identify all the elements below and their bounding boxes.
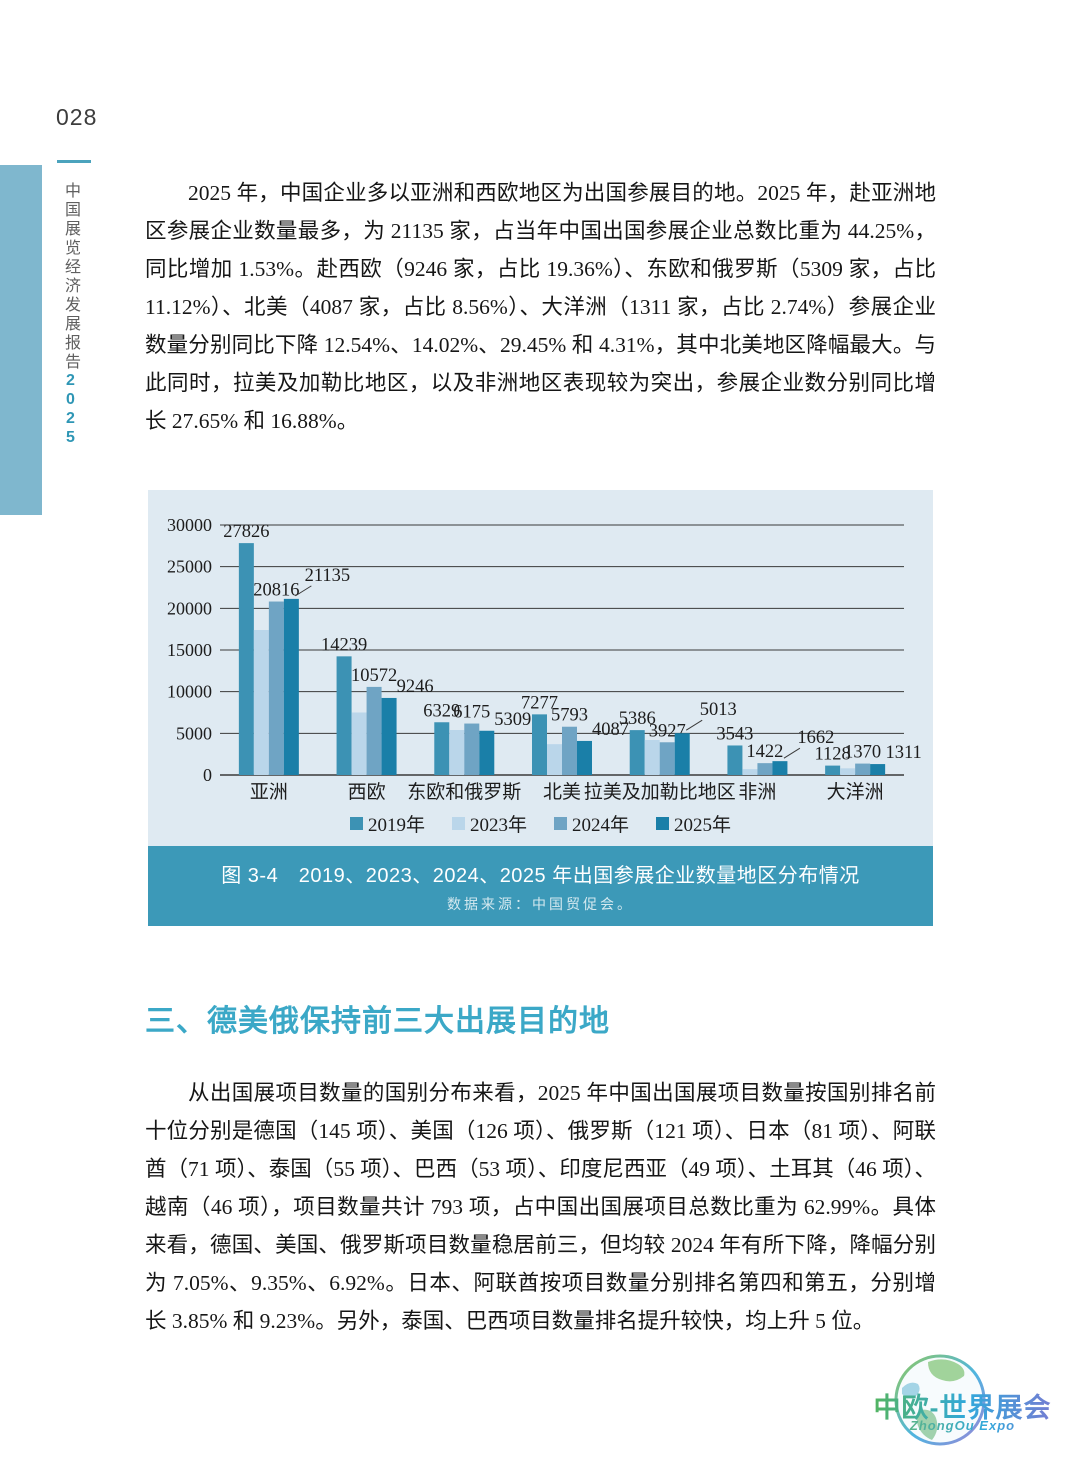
- figure-caption: 图 3-4 2019、2023、2024、2025 年出国参展企业数量地区分布情…: [221, 864, 860, 887]
- bar: [840, 768, 856, 775]
- bar: [351, 712, 367, 775]
- report-paragraph-2: 从出国展项目数量的国别分布来看，2025 年中国出国展项目数量按国别排名前十位分…: [145, 1081, 936, 1333]
- bar-chart: 0 5000 10000 15000 20000 25000 30000 亚洲 27826 208…: [167, 515, 922, 803]
- chart-legend: 2019年 2023年 2024年 2025年: [148, 810, 933, 837]
- legend-label: 2023年: [469, 815, 527, 836]
- bar: [772, 761, 788, 775]
- sidebar-title-text: 中国展览经济发展报告: [62, 182, 79, 372]
- bar: [253, 630, 269, 775]
- bar-value-label: 1370: [844, 743, 881, 763]
- sidebar-title-year: 2025: [62, 372, 79, 448]
- globe-icon: [894, 1354, 986, 1446]
- page-number: 028: [56, 104, 98, 130]
- section-heading: 三、德美俄保持前三大出展目的地: [145, 1005, 610, 1038]
- bar: [577, 740, 592, 775]
- label-connector-line: [685, 719, 703, 731]
- legend-swatch: [656, 817, 670, 830]
- bar-value-label: 20816: [253, 581, 299, 601]
- legend-item: 2019年: [349, 810, 425, 837]
- logo-title: 中欧-世界展会: [845, 1386, 1080, 1425]
- legend-swatch: [554, 817, 567, 830]
- bar-value-label: 3543: [716, 724, 753, 744]
- y-axis-tick: 5000: [176, 723, 212, 743]
- bar-value-label: 5793: [551, 706, 588, 726]
- bar: [825, 765, 841, 775]
- bar-value-label: 1662: [797, 728, 834, 748]
- x-axis-category: 东欧和俄罗斯: [407, 781, 521, 803]
- sidebar-accent-bar: [0, 165, 42, 515]
- legend-label: 2024年: [572, 815, 630, 836]
- label-connector-line: [783, 747, 801, 759]
- x-axis-category: 拉美及加勒比地区: [584, 781, 736, 803]
- bar-value-label: 27826: [223, 522, 269, 542]
- legend-swatch: [349, 817, 363, 830]
- bar: [434, 722, 450, 775]
- page-number-rule: [57, 160, 91, 163]
- y-axis-tick: 25000: [167, 557, 212, 577]
- bar-value-label: 5386: [619, 709, 656, 729]
- bar: [268, 601, 284, 775]
- bar: [449, 730, 465, 775]
- x-axis-category: 西欧: [348, 781, 386, 803]
- bar-value-label: 10572: [351, 666, 397, 686]
- bar: [644, 740, 660, 775]
- bar: [336, 656, 352, 775]
- y-axis-tick: 20000: [167, 598, 212, 618]
- bar: [562, 726, 577, 775]
- bar: [381, 697, 397, 775]
- y-axis-tick: 15000: [167, 640, 212, 660]
- legend-item: 2023年: [451, 810, 527, 837]
- bar: [464, 723, 480, 775]
- logo-subtitle: ZhongOu Expo: [845, 1418, 1080, 1433]
- x-axis-category: 亚洲: [250, 782, 288, 803]
- bar: [757, 763, 773, 775]
- bar-value-label: 6175: [453, 703, 490, 723]
- y-axis-tick: 0: [203, 765, 212, 785]
- bar-value-label: 1422: [746, 742, 783, 762]
- bar-value-label: 1128: [814, 745, 850, 765]
- y-axis-tick: 30000: [167, 515, 212, 535]
- sidebar-report-title: 中国展览经济发展报告2025: [58, 182, 82, 448]
- bar-value-label: 6329: [423, 701, 460, 721]
- legend-item: 2025年: [656, 810, 731, 837]
- bar-value-label: 21135: [305, 566, 351, 586]
- bar-value-label: 5013: [700, 700, 737, 720]
- bar: [629, 730, 645, 775]
- bar-value-label: 1311: [885, 743, 921, 763]
- bar-value-label: 9246: [397, 677, 434, 697]
- bar-value-label: 7277: [521, 693, 558, 713]
- bar: [238, 543, 254, 775]
- bar: [532, 714, 547, 775]
- bar: [547, 744, 562, 775]
- bar-value-label: 4087: [592, 720, 629, 740]
- x-axis-category: 非洲: [738, 781, 776, 803]
- publisher-logo: 中欧-世界展会 ZhongOu Expo: [845, 1348, 1080, 1460]
- bar: [727, 745, 743, 775]
- figure-caption-bar: 图 3-4 2019、2023、2024、2025 年出国参展企业数量地区分布情…: [148, 846, 933, 926]
- legend-swatch: [451, 817, 465, 830]
- report-paragraph-1: 2025 年，中国企业多以亚洲和西欧地区为出国参展目的地。2025 年，赴亚洲地…: [145, 181, 936, 433]
- bar: [742, 769, 758, 775]
- bar: [855, 763, 871, 775]
- legend-label: 2025年: [674, 815, 732, 836]
- bar-value-label: 14239: [321, 635, 367, 655]
- bar: [366, 686, 382, 775]
- bar: [870, 764, 886, 775]
- x-axis-category: 北美: [543, 781, 581, 803]
- figure-source: 数据来源：中国贸促会。: [447, 895, 634, 912]
- bar: [674, 733, 690, 775]
- legend-label: 2019年: [367, 815, 425, 836]
- label-connector-line: [295, 585, 312, 597]
- y-axis-tick: 10000: [167, 682, 212, 702]
- bar: [283, 598, 299, 775]
- bar-value-label: 5309: [494, 710, 531, 730]
- figure-panel: 0 5000 10000 15000 20000 25000 30000 亚洲 27826 208…: [148, 490, 933, 846]
- bar: [659, 742, 675, 775]
- bar: [479, 730, 495, 775]
- legend-item: 2024年: [554, 810, 629, 837]
- x-axis-category: 大洋洲: [827, 781, 884, 803]
